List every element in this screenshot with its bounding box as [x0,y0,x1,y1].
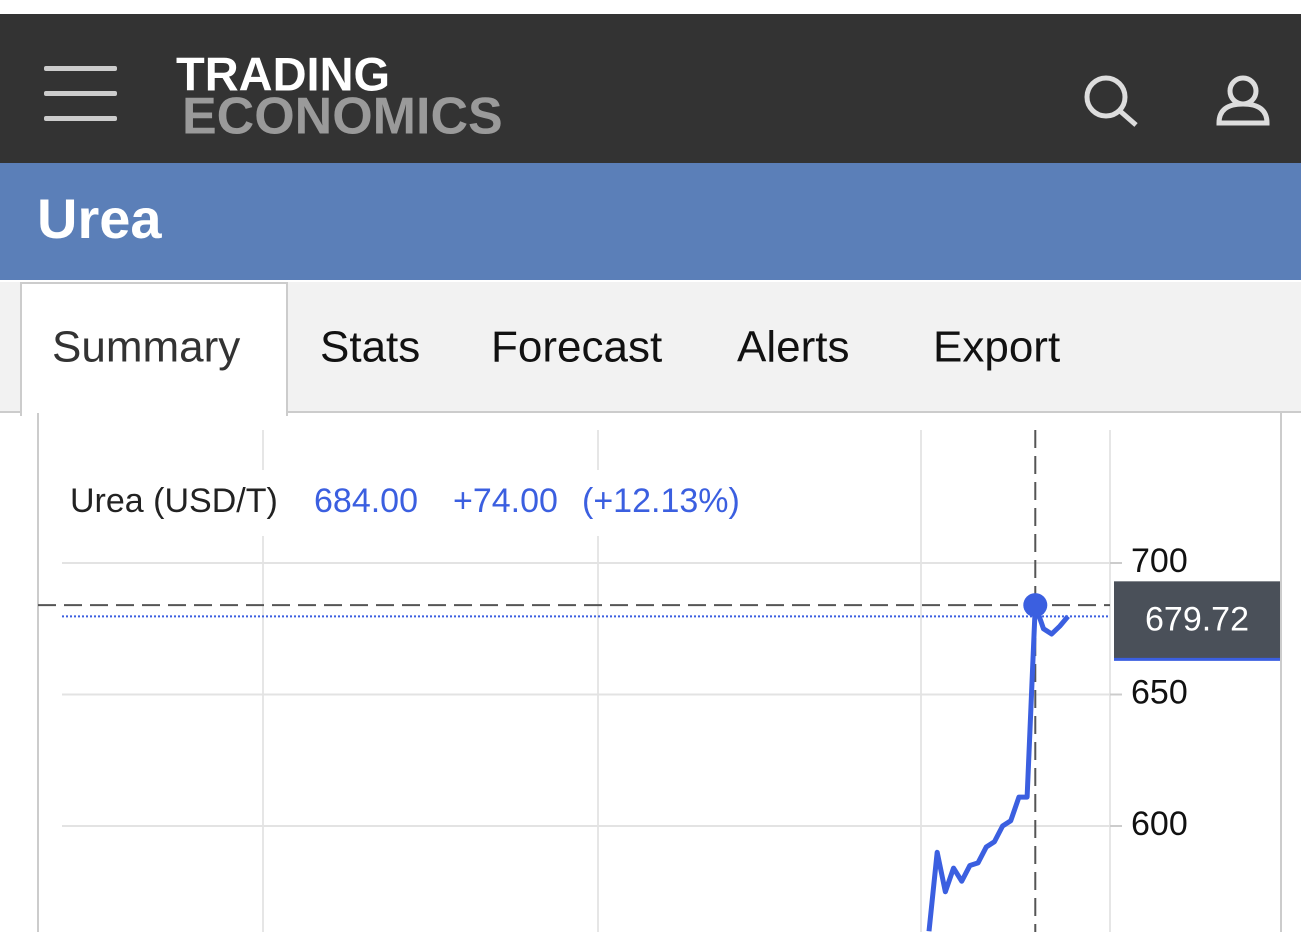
price-line [926,602,1070,932]
menu-button[interactable] [44,66,117,121]
logo-bottom[interactable]: ECONOMICS [182,88,503,146]
last-value-label: 679.72 [1145,600,1249,638]
legend-name: Urea (USD/T) [70,482,278,520]
page-title: Urea [37,187,162,250]
y-tick-label: 700 [1131,542,1188,580]
active-tab[interactable] [20,282,288,416]
tab[interactable]: Forecast [491,323,662,372]
tab[interactable]: Stats [320,323,420,372]
legend-change: +74.00 [453,482,558,520]
title-bar [0,163,1301,280]
last-value-box [1114,581,1280,660]
legend-change-percent: (+12.13%) [582,482,740,520]
y-tick-label: 600 [1131,805,1188,843]
y-tick-label: 650 [1131,673,1188,711]
tab[interactable]: Summary [52,323,240,372]
search-icon[interactable] [1084,75,1138,127]
logo-top[interactable]: TRADING [176,47,390,100]
tab[interactable]: Export [933,323,1060,372]
legend-price: 684.00 [314,482,418,520]
hover-marker [1023,593,1048,618]
tab[interactable]: Alerts [737,323,849,372]
user-icon[interactable] [1216,75,1270,126]
top-bar [0,14,1301,163]
